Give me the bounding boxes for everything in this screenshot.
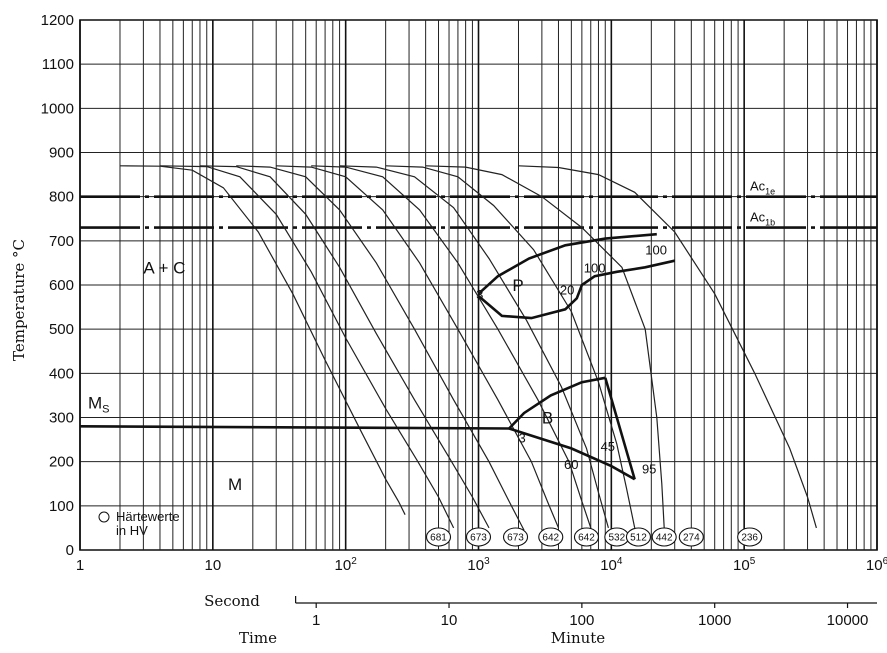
region-label: A + C [143, 258, 185, 277]
pearlite-start-line [477, 232, 657, 295]
pearlite-label: P [512, 276, 523, 295]
percent-label: 3 [476, 287, 483, 302]
hv-legend-line2: in HV [116, 523, 148, 538]
y-tick-label: 700 [49, 233, 74, 250]
y-tick-label: 1200 [41, 12, 74, 29]
y-tick-label: 0 [66, 542, 74, 559]
percent-label: 45 [601, 439, 615, 454]
y-tick-label: 600 [49, 277, 74, 294]
hv-value: 642 [542, 533, 559, 544]
hv-ellipse [737, 527, 763, 547]
cooling-curve [311, 165, 592, 529]
hv-ellipse [425, 527, 452, 547]
cooling-curve [199, 165, 490, 529]
cooling-curve [425, 165, 665, 528]
minute-axis-label: Minute [551, 629, 606, 647]
ms-line [79, 425, 510, 430]
bainite-right-line [604, 377, 636, 480]
cooling-curve [276, 165, 560, 529]
percent-label: 100 [584, 260, 606, 275]
y-tick-label: 500 [49, 321, 74, 338]
x-axis-second-label: Second [204, 592, 260, 610]
cooling-curves [79, 165, 817, 531]
time-label: Time [239, 629, 277, 647]
y-tick-label: 1100 [42, 56, 74, 73]
y-tick-label: 800 [49, 189, 74, 206]
x-tick-label: 102 [335, 556, 358, 574]
x-tick-label: 1 [76, 557, 84, 574]
cooling-curve [236, 165, 525, 531]
hv-value: 532 [608, 533, 625, 544]
y-tick-label: 900 [49, 145, 74, 162]
hv-value: 673 [507, 533, 524, 544]
minute-tick-label: 100 [569, 612, 594, 629]
percent-label: 100 [645, 243, 667, 258]
y-tick-label: 300 [49, 410, 74, 427]
percent-label: 60 [564, 457, 578, 472]
hv-ellipse [678, 527, 704, 547]
minute-tick-label: 10000 [827, 612, 869, 629]
hv-value: 236 [741, 533, 758, 544]
x-tick-label: 10 [204, 557, 221, 574]
y-tick-labels: 0 100 200 300 400 500 600 700 800 900 1000 1100 1200 [41, 12, 74, 559]
bainite-finish-line [508, 427, 636, 481]
x-tick-label: 103 [467, 556, 490, 574]
hv-value: 274 [683, 533, 700, 544]
hv-value: 642 [578, 533, 595, 544]
cooling-curve [339, 165, 609, 529]
hv-legend-circle-icon [98, 511, 110, 523]
cooling-curve [385, 165, 636, 529]
hv-ellipse [625, 527, 651, 547]
percent-label: 20 [560, 282, 574, 297]
y-tick-label: 100 [49, 498, 74, 515]
reference-lines: Ac1e Ac1b [80, 179, 877, 229]
hv-value: 681 [430, 533, 447, 544]
minute-tick-label: 1 [312, 612, 320, 629]
x-tick-label: 104 [600, 556, 623, 574]
y-tick-label: 1000 [41, 100, 74, 117]
cooling-curve [518, 165, 817, 529]
hv-ellipse [573, 527, 600, 547]
y-axis-title: Temperature °C [10, 239, 28, 361]
bainite-label: B [542, 409, 553, 428]
x-tick-label: 105 [733, 556, 756, 574]
x-tick-label: 106 [866, 556, 887, 574]
hv-legend-line1: Härtewerte [116, 509, 180, 524]
minute-tick-label: 10 [441, 612, 458, 629]
cooling-curve [159, 165, 455, 529]
y-tick-label: 200 [49, 454, 74, 471]
hv-ellipse [502, 527, 529, 547]
transformation-regions: PB [477, 232, 675, 481]
ms-label: MS [88, 394, 110, 416]
hv-ellipse [538, 527, 564, 547]
y-tick-label: 400 [49, 365, 74, 382]
reference-line-label: Ac1b [750, 210, 775, 228]
region-label: M [228, 475, 242, 494]
hv-ellipse [465, 527, 492, 547]
reference-line-label: Ac1e [750, 179, 775, 197]
pearlite-finish-line [477, 259, 675, 320]
hv-value: 512 [630, 533, 647, 544]
annotations: 3 20 100 100 3 45 60 95 A + C M MS [88, 243, 667, 494]
grid [79, 19, 878, 551]
percent-label: 3 [518, 430, 525, 445]
hv-ellipse [651, 527, 677, 547]
minute-tick-label: 1000 [698, 612, 731, 629]
cooling-curve [119, 165, 406, 515]
hv-value: 442 [656, 533, 673, 544]
minute-axis: 1 10 100 1000 10000 [295, 596, 877, 629]
hardness-labels: 681 673 673 642 642 532 512 442 274 236 [425, 527, 763, 547]
hv-value: 673 [470, 533, 487, 544]
percent-label: 95 [642, 461, 656, 476]
x-tick-labels: 1 10 102 103 104 105 106 [76, 556, 887, 574]
hv-legend: Härtewerte in HV [98, 509, 180, 538]
bainite-start-line [508, 376, 606, 430]
